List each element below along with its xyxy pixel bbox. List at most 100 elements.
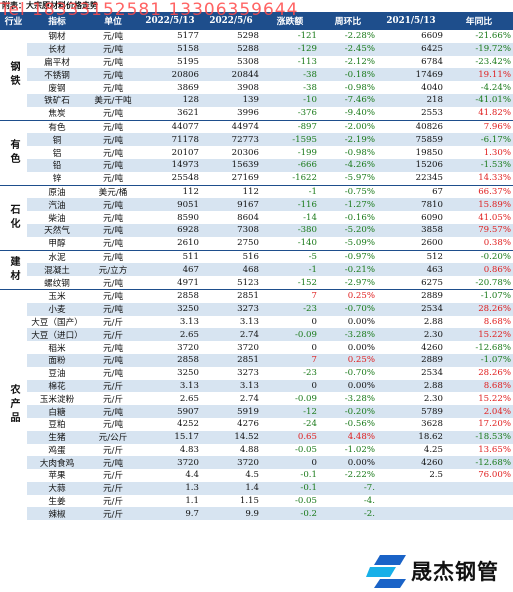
yoy-cell: 0.38%: [483, 238, 511, 249]
price-current-cell: 4971: [177, 277, 199, 288]
price-lastyear-cell: 2553: [421, 108, 443, 119]
price-prev-cell: 8604: [237, 212, 259, 223]
indicator-cell: 螺纹钢: [44, 278, 70, 289]
column-header-3: 2022/5/13: [139, 12, 201, 30]
wow-cell: -5.20%: [319, 223, 377, 237]
industry-label: 建材: [0, 249, 27, 290]
change-cell: -376: [297, 108, 317, 119]
table-row: 豆粕 元/吨 4252 4276 -24 -0.56% 3628 17.20%: [0, 418, 513, 431]
price-prev-cell: 139: [201, 93, 261, 107]
change-cell: -0.05: [294, 444, 317, 455]
price-current-cell: 44077: [139, 119, 201, 134]
table-row: 生姜 元/斤 1.1 1.15 -0.05 -4.: [0, 495, 513, 508]
price-prev-cell: 15639: [201, 158, 261, 172]
brand-logo: 晟杰钢管: [362, 549, 513, 592]
unit-cell: 元/斤: [87, 328, 139, 342]
indicator-cell: 不锈钢: [27, 68, 87, 82]
unit-cell: 元/吨: [102, 420, 124, 431]
table-row: 农产品 玉米 元/吨 2858 2851 7 0.25% 2889 -1.07%: [0, 288, 513, 521]
yoy-cell: -21.66%: [445, 28, 513, 43]
price-current-cell: 3.13: [179, 316, 199, 327]
yoy-cell: [445, 507, 513, 521]
price-lastyear-cell: 2600: [421, 238, 443, 249]
yoy-cell: [445, 481, 513, 495]
table-row: 面粉 元/吨 2858 2851 7 0.25% 2889 -1.07%: [0, 353, 513, 367]
column-header-8: 年同比: [445, 12, 513, 30]
table-row: 铅元/吨 14973 15639 -666 -4.26% 15206 -1.53%: [0, 158, 513, 172]
indicator-cell: 废钢: [48, 83, 66, 94]
table-body: 钢铁 钢材 元/吨 5177 5298 -121 -2.28% 6609 -21.66% 长材 元/…: [0, 28, 513, 521]
wow-cell: -0.98%: [344, 82, 375, 93]
price-prev-cell: 3908: [237, 82, 259, 93]
indicator-cell: 柴油: [48, 213, 66, 224]
change-cell: 7: [261, 288, 319, 303]
change-cell: -380: [261, 223, 319, 237]
table-row: 锌 元/吨 25548 27169 -1622 -5.97% 22345 14.33%: [0, 172, 513, 185]
wow-cell: -2.19%: [319, 133, 377, 147]
table-row: 建材 水泥 元/吨 511 516 -5 -0.97% 512 -0.20%: [0, 249, 513, 290]
price-prev-cell: 2851: [201, 353, 261, 367]
price-prev-cell: 4276: [237, 419, 259, 430]
price-current-cell: 5158: [139, 42, 201, 56]
change-cell: -38: [261, 68, 319, 82]
price-prev-cell: 4.5: [245, 470, 259, 481]
table-row: 焦炭 元/吨 3621 3996 -376 -9.40% 2553 41.82%: [0, 107, 513, 120]
price-current-cell: 15.17: [139, 430, 201, 444]
price-current-cell: 2858: [139, 353, 201, 367]
indicator-cell: 鸡蛋: [48, 445, 66, 456]
price-prev-cell: 5123: [237, 277, 259, 288]
price-current-cell: 3250: [177, 368, 199, 379]
unit-cell: 元/吨: [102, 343, 124, 354]
indicator-cell: 大豆（国产）: [31, 317, 83, 328]
price-lastyear-cell: 2.5: [429, 470, 443, 481]
price-lastyear-cell: 512: [377, 249, 445, 264]
price-lastyear-cell: 2.30: [377, 328, 445, 342]
price-lastyear-cell: 218: [377, 93, 445, 107]
price-prev-cell: 5288: [201, 42, 261, 56]
change-cell: -23: [261, 302, 319, 316]
price-prev-cell: 20306: [231, 147, 259, 158]
column-header-2: 单位: [87, 12, 139, 30]
yoy-cell: -23.42%: [475, 56, 511, 67]
change-cell: -897: [261, 119, 319, 134]
indicator-cell: 生猪: [27, 430, 87, 444]
change-cell: -116: [261, 198, 319, 212]
unit-cell: 元/斤: [87, 507, 139, 521]
wow-cell: 0.00%: [347, 316, 375, 327]
yoy-cell: 2.04%: [445, 405, 513, 418]
indicator-cell: 棉花: [27, 379, 87, 393]
change-cell: 0: [311, 342, 317, 353]
indicator-cell: 混凝土: [27, 263, 87, 277]
indicator-cell: 大蒜: [27, 481, 87, 495]
unit-cell: 元/吨: [87, 68, 139, 82]
column-header-6: 周环比: [319, 12, 377, 30]
wow-cell: -2.45%: [319, 42, 377, 56]
wow-cell: -0.70%: [319, 302, 377, 316]
wow-cell: 0.00%: [347, 342, 375, 353]
change-cell: 0.65: [261, 430, 319, 444]
indicator-cell: 生姜: [48, 497, 66, 508]
unit-cell: 元/吨: [102, 239, 124, 250]
price-current-cell: 128: [139, 93, 201, 107]
table-row: 甲醇 元/吨 2610 2750 -140 -5.09% 2600 0.38%: [0, 237, 513, 250]
unit-cell: 元/吨: [102, 57, 124, 68]
price-prev-cell: 9167: [201, 198, 261, 212]
table-row: 鸡蛋 元/斤 4.83 4.88 -0.05 -1.02% 4.25 13.65%: [0, 444, 513, 457]
price-prev-cell: 5308: [237, 56, 259, 67]
price-lastyear-cell: 4260: [421, 342, 443, 353]
table-row: 苹果 元/斤 4.4 4.5 -0.1 -2.22% 2.5 76.00%: [0, 469, 513, 482]
table-row: 辣椒 元/斤 9.7 9.9 -0.2 -2.: [0, 507, 513, 521]
table-row: 稻米 元/吨 3720 3720 0 0.00% 4260 -12.68%: [0, 341, 513, 354]
price-prev-cell: 9.9: [201, 507, 261, 521]
unit-cell: 元/斤: [102, 497, 124, 508]
unit-cell: 元/吨: [87, 302, 139, 316]
unit-cell: 元/吨: [87, 223, 139, 237]
table-row: 石化 原油 美元/桶 112 112 -1 -0.75% 67 66.37%: [0, 184, 513, 251]
yoy-cell: 76.00%: [478, 470, 511, 481]
table-row: 混凝土 元/立方 467 468 -1 -0.21% 463 0.86%: [0, 263, 513, 277]
change-cell: -1: [261, 263, 319, 277]
price-current-cell: 5195: [177, 56, 199, 67]
unit-cell: 元/吨: [87, 353, 139, 367]
price-lastyear-cell: 75859: [377, 133, 445, 147]
price-lastyear-cell: 2534: [421, 368, 443, 379]
